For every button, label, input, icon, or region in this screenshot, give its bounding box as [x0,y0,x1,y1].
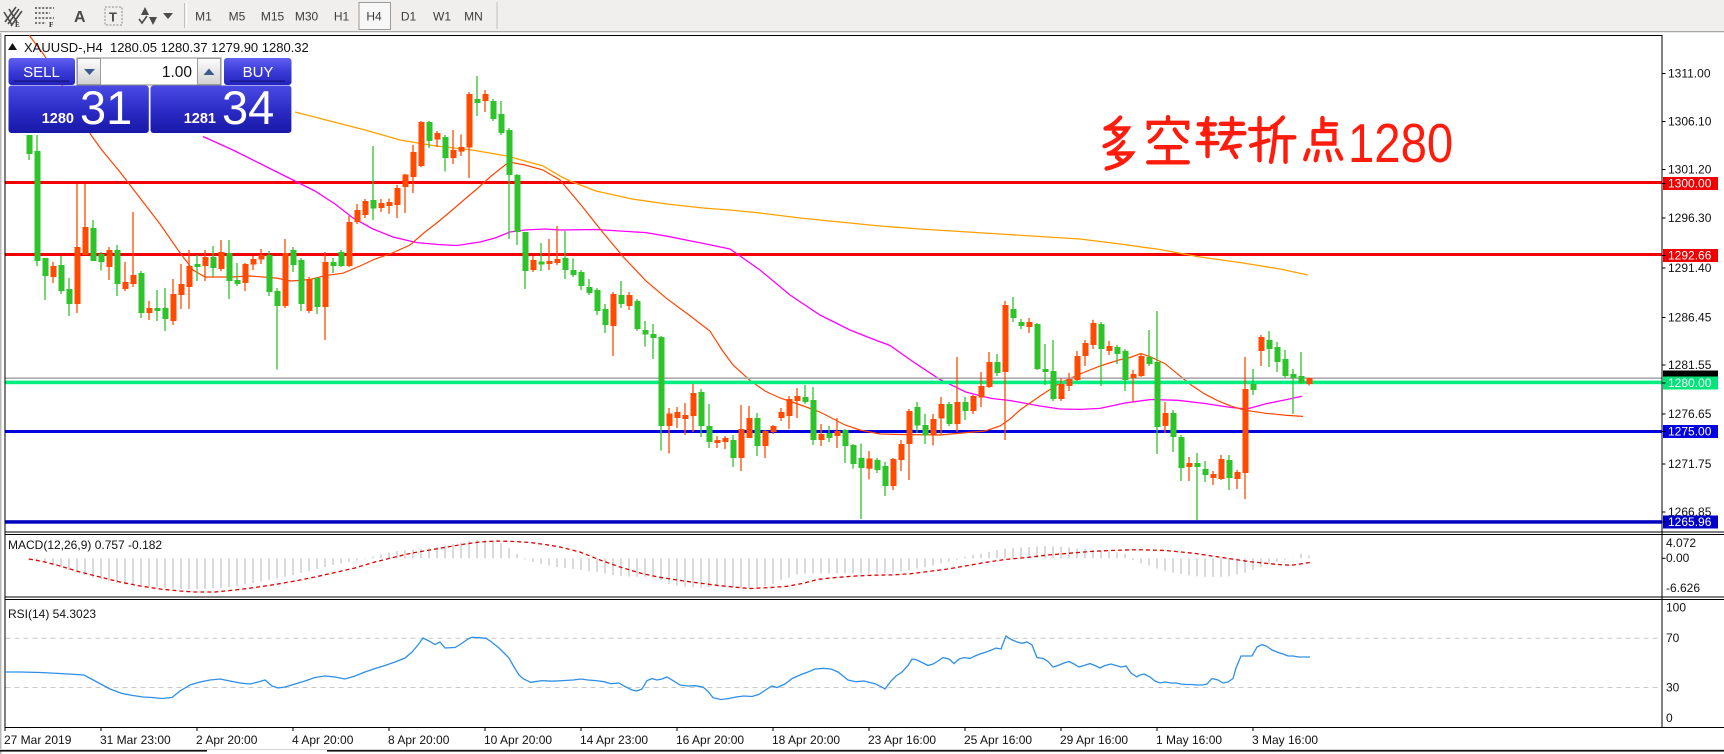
svg-text:SELL: SELL [23,64,60,81]
svg-text:1301.20: 1301.20 [1668,163,1712,177]
svg-text:14 Apr 23:00: 14 Apr 23:00 [580,733,648,747]
svg-text:25 Apr 16:00: 25 Apr 16:00 [964,733,1032,747]
svg-text:0.00: 0.00 [1666,551,1690,565]
svg-text:F: F [49,21,53,29]
svg-text:1281: 1281 [184,111,216,127]
svg-text:-6.626: -6.626 [1666,581,1700,595]
svg-text:4 Apr 20:00: 4 Apr 20:00 [292,733,354,747]
svg-text:1265.96: 1265.96 [1668,515,1712,529]
svg-text:8 Apr 20:00: 8 Apr 20:00 [388,733,450,747]
svg-text:1280: 1280 [42,111,74,127]
svg-text:70: 70 [1666,631,1680,645]
svg-text:D1: D1 [401,10,417,24]
svg-text:M15: M15 [261,10,285,24]
svg-text:2 Apr 20:00: 2 Apr 20:00 [196,733,258,747]
svg-text:1281.55: 1281.55 [1668,358,1712,372]
svg-text:31 Mar 23:00: 31 Mar 23:00 [100,733,171,747]
svg-text:0: 0 [1666,711,1673,725]
svg-text:M1: M1 [195,10,212,24]
svg-text:1311.00: 1311.00 [1668,67,1711,81]
svg-text:H1: H1 [334,10,350,24]
svg-text:1280: 1280 [1348,113,1453,174]
svg-text:M30: M30 [295,10,319,24]
svg-text:34: 34 [222,81,274,134]
svg-text:1271.75: 1271.75 [1668,457,1712,471]
svg-text:31: 31 [80,81,132,134]
svg-text:XAUUSD-,H4 1280.05 1280.37 12: XAUUSD-,H4 1280.05 1280.37 1279.90 1280.… [24,40,309,55]
svg-text:1 May 16:00: 1 May 16:00 [1156,733,1222,747]
svg-text:1.00: 1.00 [162,64,193,81]
svg-text:1292.66: 1292.66 [1668,249,1712,263]
svg-text:MN: MN [464,10,483,24]
svg-text:A: A [74,9,86,26]
svg-text:BUY: BUY [243,64,274,81]
svg-text:H4: H4 [366,10,382,24]
svg-text:3 May 16:00: 3 May 16:00 [1252,733,1318,747]
svg-text:W1: W1 [433,10,451,24]
svg-text:1275.00: 1275.00 [1668,425,1712,439]
svg-text:RSI(14) 54.3023: RSI(14) 54.3023 [8,607,96,621]
svg-text:1280.00: 1280.00 [1668,376,1712,390]
svg-text:18 Apr 20:00: 18 Apr 20:00 [772,733,840,747]
svg-text:23 Apr 16:00: 23 Apr 16:00 [868,733,936,747]
svg-text:M5: M5 [229,10,246,24]
svg-text:T: T [109,10,117,25]
svg-text:1296.30: 1296.30 [1668,211,1712,225]
svg-text:MACD(12,26,9) 0.757 -0.182: MACD(12,26,9) 0.757 -0.182 [8,538,162,552]
svg-text:1286.45: 1286.45 [1668,311,1712,325]
svg-text:E: E [15,21,20,29]
svg-text:100: 100 [1666,601,1686,615]
svg-text:1300.00: 1300.00 [1668,177,1712,191]
svg-text:30: 30 [1666,681,1680,695]
svg-text:1306.10: 1306.10 [1668,115,1712,129]
svg-text:27 Mar 2019: 27 Mar 2019 [4,733,72,747]
svg-text:4.072: 4.072 [1666,536,1696,550]
svg-text:16 Apr 20:00: 16 Apr 20:00 [676,733,744,747]
svg-text:1276.65: 1276.65 [1668,407,1712,421]
svg-text:10 Apr 20:00: 10 Apr 20:00 [484,733,552,747]
svg-text:29 Apr 16:00: 29 Apr 16:00 [1060,733,1128,747]
svg-text:1291.40: 1291.40 [1668,261,1712,275]
